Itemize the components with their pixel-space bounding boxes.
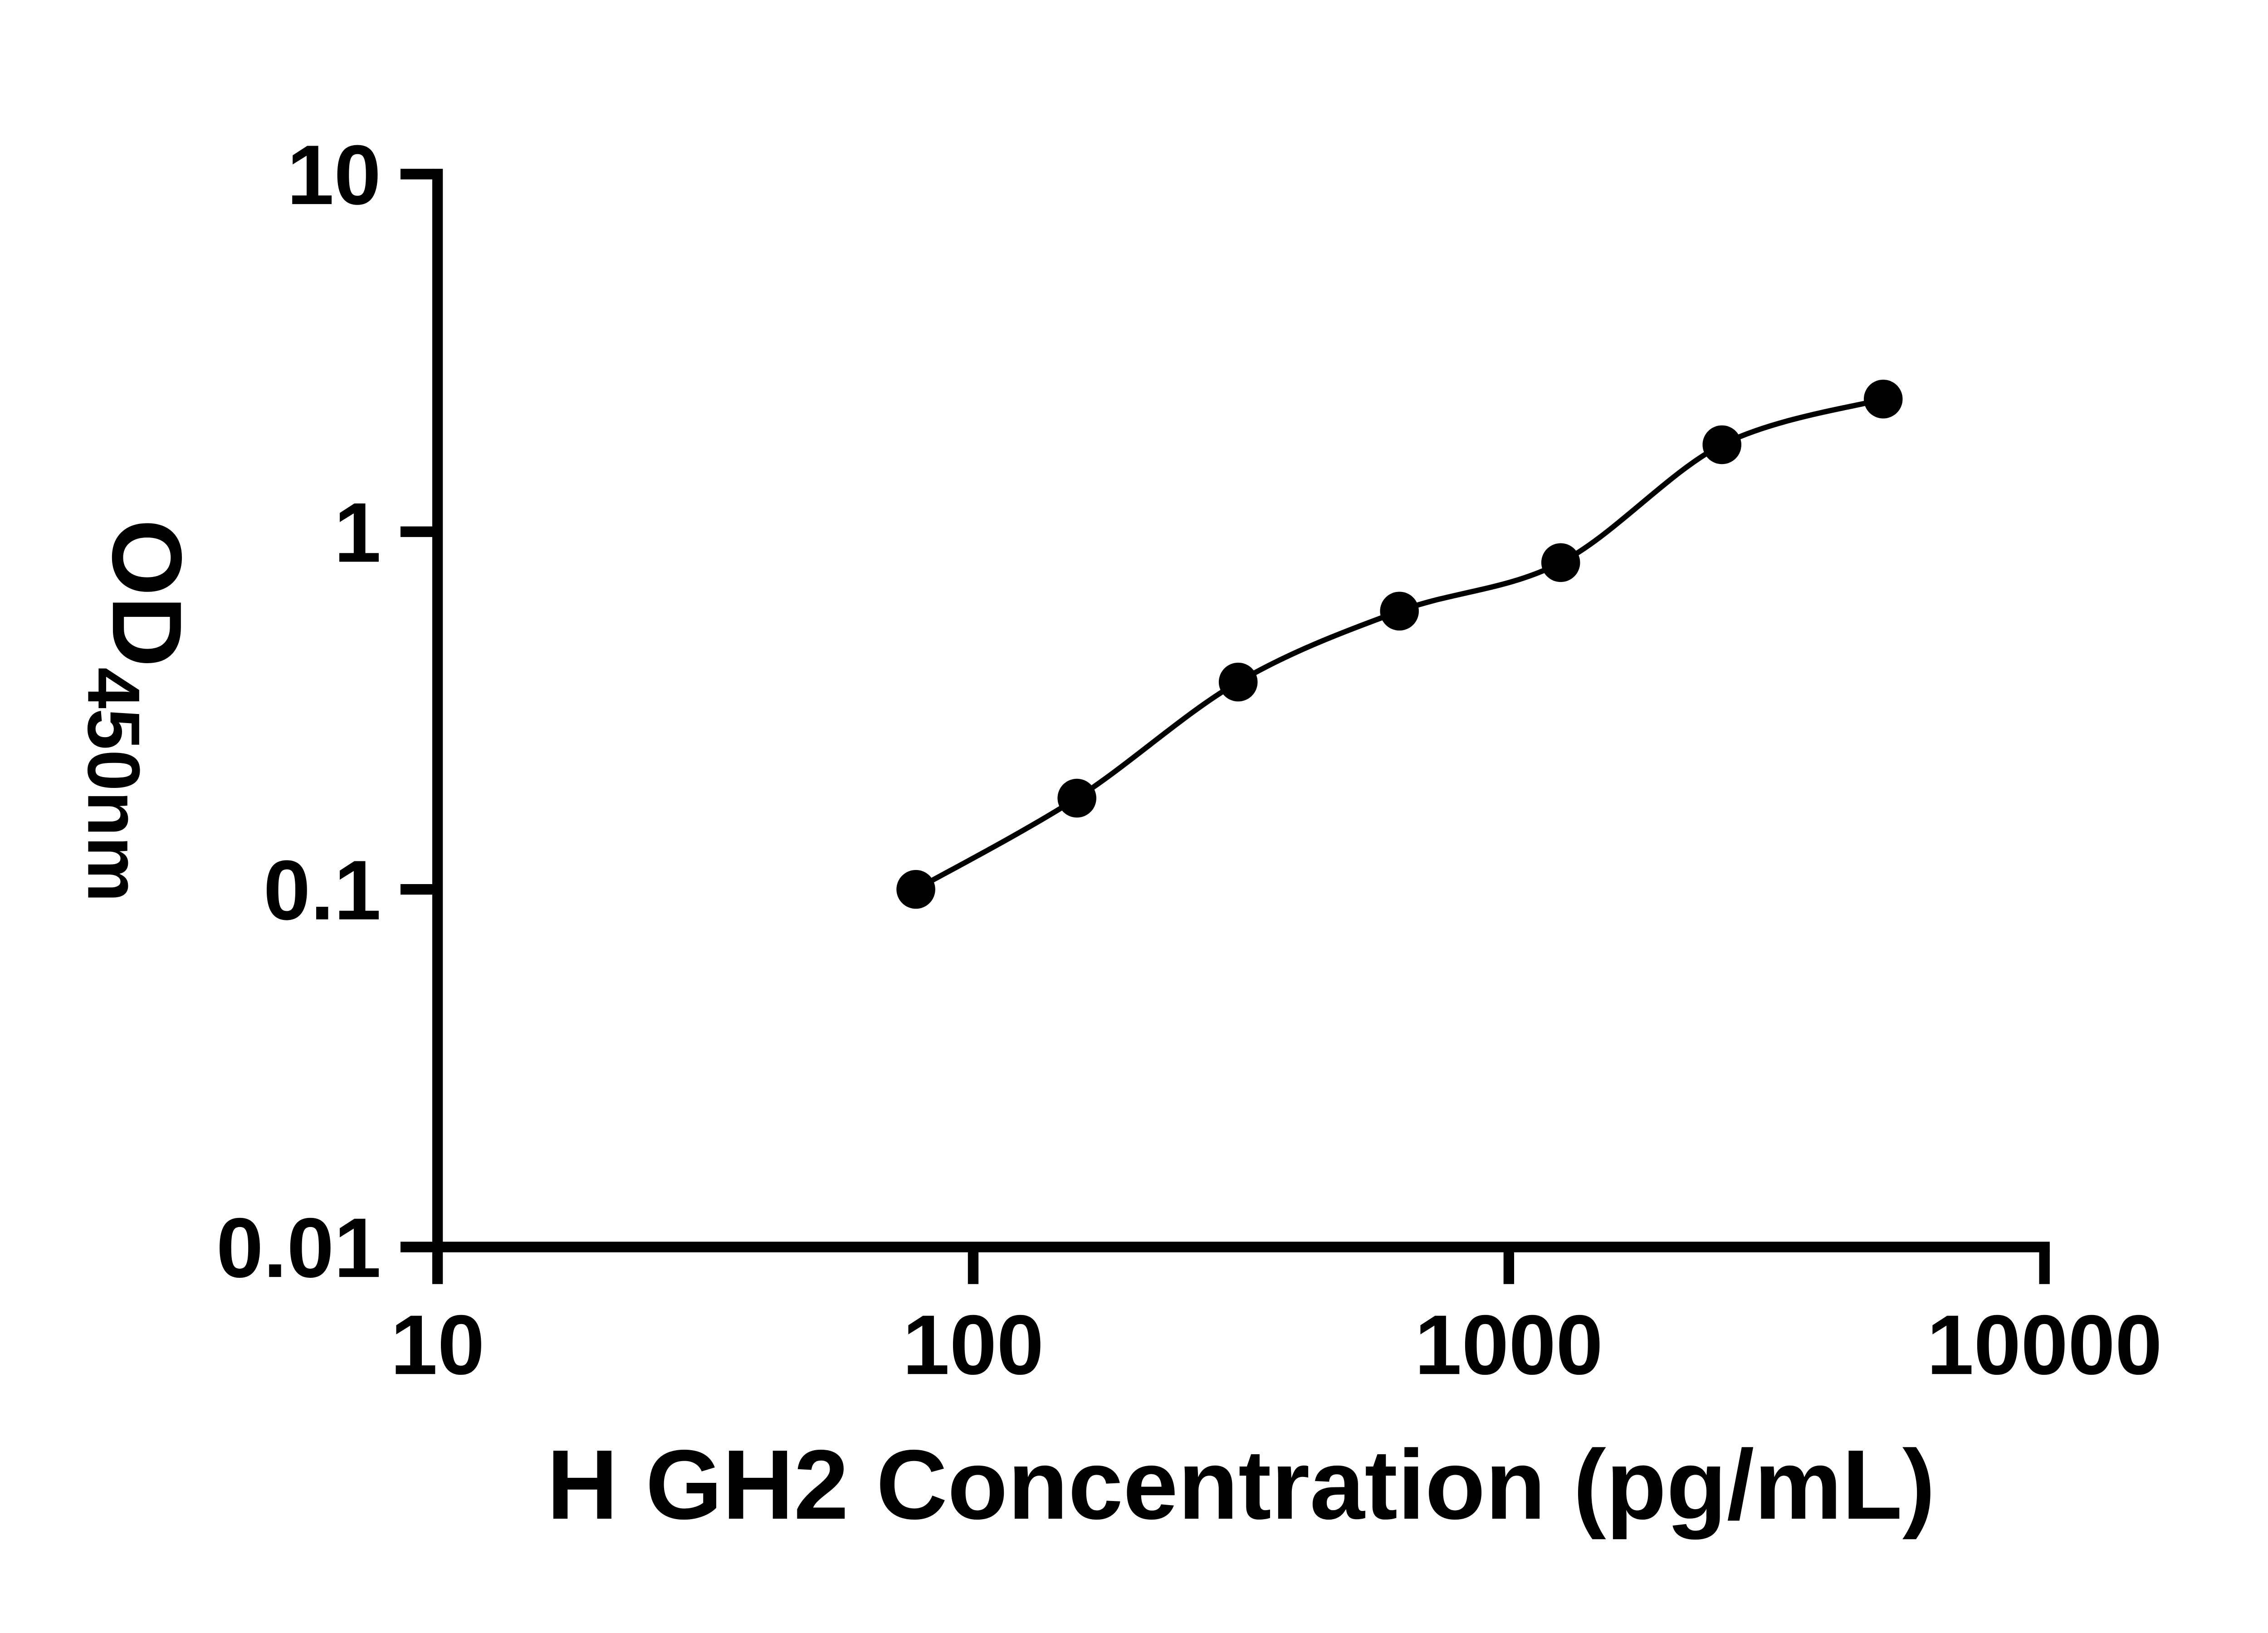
x-axis-title: H GH2 Concentration (pg/mL) <box>547 1430 1935 1540</box>
axes <box>432 169 2050 1252</box>
y-axis-tick-labels: 0.01 0.1 1 10 <box>216 127 381 1295</box>
data-point <box>1380 592 1419 631</box>
x-tick-label: 1000 <box>1415 1297 1603 1392</box>
x-tick-label: 100 <box>903 1297 1044 1392</box>
y-tick-label: 10 <box>287 127 381 222</box>
y-tick-label: 0.1 <box>264 843 381 938</box>
data-points <box>896 379 1903 909</box>
y-axis-ticks <box>400 169 434 1252</box>
x-tick-label: 10000 <box>1927 1297 2162 1392</box>
data-point <box>1057 778 1096 818</box>
x-tick-label: 10 <box>391 1297 485 1392</box>
y-axis-title: OD450nm <box>72 519 201 902</box>
y-tick-label: 0.01 <box>216 1200 381 1295</box>
y-axis-title-main: OD <box>92 519 202 667</box>
x-axis-tick-labels: 10 100 1000 10000 <box>391 1297 2162 1392</box>
x-axis-ticks <box>432 1250 2050 1284</box>
data-point <box>896 870 935 909</box>
y-axis-title-subscript: 450nm <box>72 667 155 902</box>
data-point <box>1541 543 1580 582</box>
data-point <box>1863 379 1903 419</box>
fit-curve <box>914 396 1884 892</box>
data-point <box>1218 662 1258 702</box>
y-tick-label: 1 <box>334 485 381 580</box>
data-point <box>1702 425 1741 464</box>
